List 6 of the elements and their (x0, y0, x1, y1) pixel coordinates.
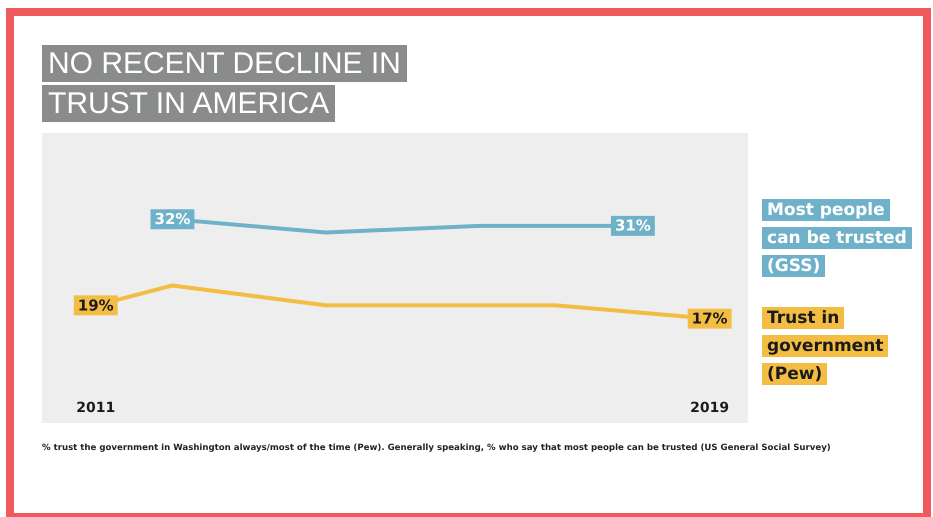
x-tick-label: 2011 (76, 400, 116, 416)
text: % trust the government in Washington always/most of the time (Pew). Generally speaking, % who say that most people can be trusted (US General Social Survey) (42, 443, 831, 453)
text: Most people can be trusted (GSS) (762, 199, 912, 277)
x-tick-label: 2019 (690, 400, 730, 416)
text: Trust in government (Pew) (762, 307, 888, 385)
chart-title: NO RECENT DECLINE IN TRUST IN AMERICA (42, 45, 407, 122)
